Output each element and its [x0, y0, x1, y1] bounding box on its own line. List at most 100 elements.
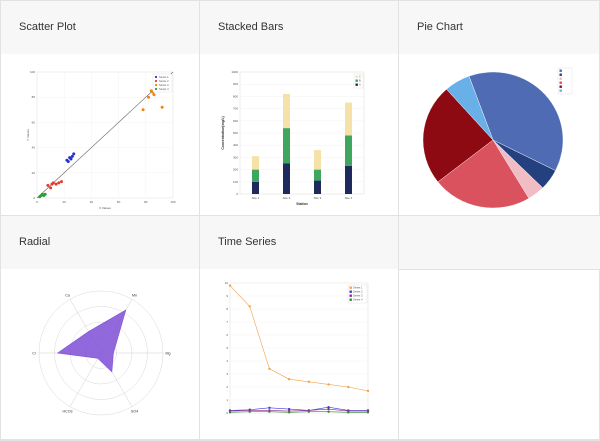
timeseries-line	[229, 406, 368, 411]
stacked-bar-segment	[345, 135, 352, 166]
timeseries-point	[287, 411, 291, 414]
scatter-legend	[152, 73, 173, 93]
timeseries-point	[228, 411, 232, 414]
timeseries-y-tick: 3	[226, 372, 228, 376]
pie-legend-swatch	[559, 69, 562, 72]
scatter-body: 0 0 20 20 40 40 60 60 80 80 100 100 X Values Y Values…	[1, 54, 199, 215]
scatter-point	[57, 181, 61, 185]
scatter-point	[66, 159, 70, 163]
scatter-x-tick: 0	[36, 200, 38, 204]
timeseries-panel: 0 1 2 3 4 5 6 7 8 9 10 Series 1 Series 2 Series 3 Seri…	[216, 277, 382, 427]
timeseries-point	[347, 385, 350, 389]
stacked-body: 0 100 200 300 400 500 600 700 800 900 1000 Site 1 Si…	[200, 54, 398, 215]
timeseries-point	[248, 305, 251, 308]
radial-axis-label: Mg	[166, 352, 171, 356]
timeseries-legend	[347, 284, 368, 304]
pie-panel	[413, 62, 585, 212]
scatter-y-tick: 60	[32, 120, 36, 124]
scatter-point	[50, 182, 54, 186]
radial-axis-label: Ca	[65, 293, 70, 297]
radial-header: Radial	[1, 216, 199, 270]
stacked-bar-segment	[314, 180, 321, 194]
timeseries-y-tick: 5	[226, 346, 228, 350]
stacked-y-tick: 500	[233, 131, 238, 135]
stacked-bar-segment	[314, 150, 321, 170]
radial-card[interactable]: Radial Ca Mn Mg SO4 HCO3 Cl	[1, 216, 200, 440]
timeseries-title: Time Series	[218, 236, 277, 248]
timeseries-legend-label: Series 3	[353, 294, 363, 298]
pie-legend-swatch	[559, 89, 562, 92]
stacked-bar-segment	[283, 163, 290, 194]
stacked-x-label: Station	[296, 202, 308, 206]
stacked-y-tick: 200	[233, 168, 238, 172]
pie-card[interactable]: Pie Chart	[399, 1, 600, 216]
stacked-bar-segment	[252, 181, 259, 194]
timeseries-legend-label: Series 4	[353, 298, 363, 302]
empty-card	[399, 216, 600, 440]
timeseries-point	[347, 411, 350, 414]
scatter-chart: 00 20 20 40 40 60 60 80 80 100 100 X Values Y Values…	[26, 70, 176, 210]
scatter-legend-label: Series 2	[159, 79, 169, 83]
stacked-legend-label: B	[359, 79, 361, 83]
timeseries-legend-swatch	[349, 286, 352, 289]
scatter-legend-swatch	[154, 83, 158, 87]
scatter-x-tick: 60	[117, 200, 121, 204]
scatter-point	[70, 154, 74, 158]
scatter-point	[160, 105, 164, 109]
scatter-point	[43, 192, 47, 196]
pie-chart	[422, 67, 573, 209]
timeseries-card[interactable]: Time Series 0 1 2 3 4 5 6 7 8 9 10 Series 1 Series 2…	[200, 216, 399, 440]
pie-legend-swatch	[559, 81, 562, 84]
stacked-bar-segment	[345, 102, 352, 136]
timeseries-point	[307, 380, 311, 383]
timeseries-y-tick: 2	[226, 385, 228, 389]
scatter-point	[54, 182, 58, 186]
pie-legend-swatch	[559, 77, 562, 80]
scatter-legend-swatch	[154, 87, 158, 91]
timeseries-y-tick: 0	[226, 411, 228, 415]
timeseries-header: Time Series	[200, 216, 398, 270]
stacked-chart: 0 100 200 300 400 500 600 700 800 900 1000 Site 1 Si…	[221, 70, 365, 206]
timeseries-point	[268, 367, 271, 370]
scatter-x-label: X Values	[99, 206, 111, 210]
radial-body: Ca Mn Mg SO4 HCO3 Cl	[1, 269, 199, 439]
timeseries-y-tick: 8	[226, 307, 228, 311]
stacked-y-tick: 100	[233, 180, 238, 184]
timeseries-point	[287, 378, 291, 381]
scatter-point	[152, 93, 156, 97]
timeseries-line	[229, 411, 368, 413]
scatter-legend-label: Series 4	[159, 87, 169, 91]
timeseries-legend-label: Series 1	[353, 286, 363, 290]
timeseries-y-tick: 4	[226, 359, 228, 363]
stacked-legend-swatch	[355, 83, 358, 86]
pie-slice	[437, 139, 530, 209]
radial-axis-label: HCO3	[63, 410, 73, 414]
stacked-bar-segment	[345, 165, 352, 194]
stacked-legend	[353, 73, 364, 89]
scatter-x-tick: 80	[144, 200, 148, 204]
radial-title: Radial	[19, 236, 51, 248]
timeseries-point	[287, 407, 291, 411]
stacked-y-tick: 300	[233, 155, 238, 159]
stacked-card[interactable]: Stacked Bars 0 100 200 300 400 500 600 700 800 90…	[200, 1, 399, 216]
scatter-point	[147, 95, 151, 99]
stacked-y-tick: 700	[233, 107, 238, 111]
timeseries-point	[327, 383, 330, 386]
stacked-legend-swatch	[355, 79, 358, 82]
stacked-x-tick: Site 1	[252, 196, 260, 200]
scatter-x-tick: 20	[63, 200, 67, 204]
radial-series-area	[56, 309, 127, 373]
timeseries-point	[327, 405, 330, 409]
scatter-y-tick: 20	[32, 171, 36, 175]
timeseries-point	[327, 410, 330, 413]
scatter-y-tick: 40	[32, 146, 36, 150]
stacked-bar-segment	[252, 156, 259, 170]
timeseries-point	[307, 410, 311, 413]
stacked-y-tick: 800	[233, 94, 238, 98]
stacked-y-tick: 900	[233, 82, 238, 86]
pie-title: Pie Chart	[417, 21, 463, 33]
scatter-legend-label: Series 1	[159, 75, 169, 79]
scatter-card[interactable]: Scatter Plot 0 0 20 20 40 40 60 60 80 80 100 100 X V…	[1, 1, 200, 216]
scatter-title: Scatter Plot	[19, 21, 76, 33]
pie-legend-swatch	[559, 85, 562, 88]
